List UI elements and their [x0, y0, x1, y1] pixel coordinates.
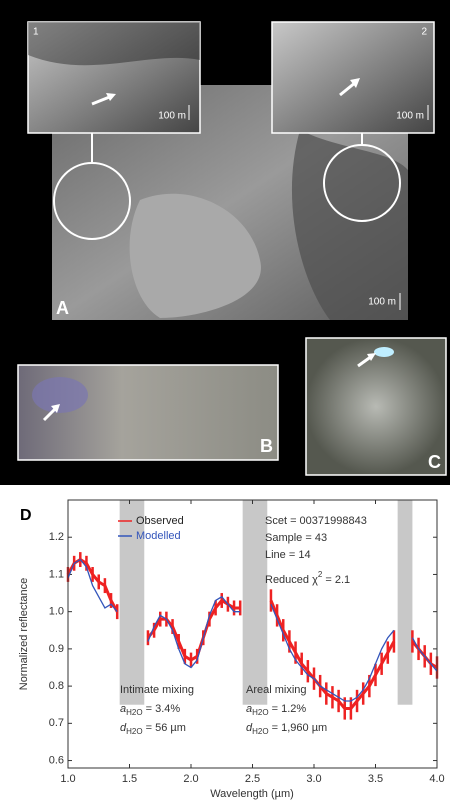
param-text: = 56 µm — [143, 722, 186, 734]
info-text: Sample = 43 — [265, 532, 327, 544]
legend-label: Observed — [136, 515, 184, 527]
info-text: Line = 14 — [265, 549, 311, 561]
y-tick-label: 0.6 — [49, 754, 64, 766]
image-c — [306, 338, 446, 475]
y-axis-label: Normalized reflectance — [18, 578, 30, 691]
panel-label: D — [20, 507, 32, 524]
param-sub: H2O — [126, 708, 142, 717]
mixing-param: aH2O = 3.4% — [120, 703, 180, 717]
x-tick-label: 1.5 — [122, 773, 137, 785]
mixing-title: Intimate mixing — [120, 684, 194, 696]
mixing-param: dH2O = 1,960 µm — [246, 722, 327, 736]
y-tick-label: 1.0 — [49, 606, 64, 618]
param-text: = 1.2% — [269, 703, 307, 715]
x-tick-label: 1.0 — [60, 773, 75, 785]
param-sub: H2O — [126, 727, 142, 736]
param-sub: H2O — [252, 708, 268, 717]
ice-patch — [374, 347, 394, 357]
excluded-band — [398, 500, 413, 705]
x-tick-label: 4.0 — [429, 773, 444, 785]
chart-d: D Wavelength (µm) Normalized reflectance… — [18, 500, 445, 800]
info-text: Scet = 00371998843 — [265, 515, 367, 527]
param-text: = 1,960 µm — [269, 722, 328, 734]
chi-label: Reduced χ — [265, 574, 318, 586]
inset-label: 1 — [33, 27, 39, 38]
panel-label: A — [56, 298, 69, 318]
figure: 1 2 100 m 100 m 100 m A B C D Wavelength… — [0, 0, 450, 805]
panel-label: C — [428, 452, 441, 472]
x-tick-label: 2.5 — [245, 773, 260, 785]
panel-label: B — [260, 436, 273, 456]
scale-label: 100 m — [368, 297, 396, 308]
excluded-band — [243, 500, 268, 705]
chi-text: Reduced χ2 = 2.1 — [265, 570, 350, 586]
inset-label: 2 — [421, 27, 427, 38]
x-tick-label: 3.5 — [368, 773, 383, 785]
y-tick-label: 0.7 — [49, 717, 64, 729]
mixing-param: aH2O = 1.2% — [246, 703, 306, 717]
chi-rest: = 2.1 — [322, 574, 350, 586]
mixing-param: dH2O = 56 µm — [120, 722, 186, 736]
x-tick-label: 2.0 — [183, 773, 198, 785]
y-tick-label: 0.9 — [49, 643, 64, 655]
y-tick-label: 0.8 — [49, 680, 64, 692]
scale-label: 100 m — [396, 111, 424, 122]
scale-label: 100 m — [158, 111, 186, 122]
y-tick-label: 1.1 — [49, 568, 64, 580]
param-sub: H2O — [252, 727, 268, 736]
ice-patch — [32, 377, 88, 413]
x-tick-label: 3.0 — [306, 773, 321, 785]
x-axis-label: Wavelength (µm) — [210, 788, 294, 800]
param-text: = 3.4% — [143, 703, 181, 715]
y-tick-label: 1.2 — [49, 531, 64, 543]
mixing-title: Areal mixing — [246, 684, 307, 696]
legend-label: Modelled — [136, 530, 181, 542]
